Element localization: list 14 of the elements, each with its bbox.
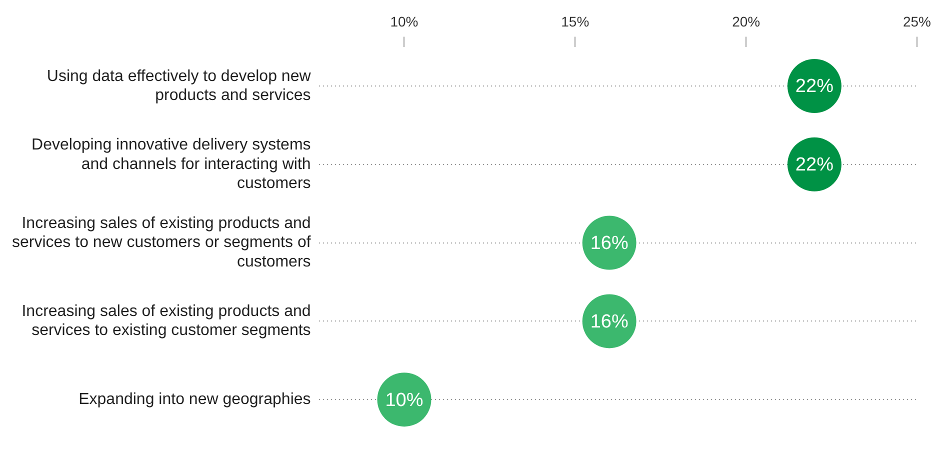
y-tick-label: Expanding into new geographies bbox=[78, 391, 311, 408]
data-label: 22% bbox=[795, 154, 834, 176]
data-label: 10% bbox=[385, 390, 424, 411]
y-tick-label: Developing innovative delivery systems and channels for interacting with customers bbox=[32, 136, 311, 192]
y-tick-label: Using data effectively to develop new products and services bbox=[46, 68, 312, 104]
x-tick-label: 20% bbox=[732, 13, 760, 30]
y-tick-label: Increasing sales of existing products and services to new customers or segments of customers bbox=[12, 215, 312, 270]
data-label: 16% bbox=[590, 233, 628, 254]
data-label: 22% bbox=[795, 76, 834, 98]
y-tick-label: Increasing sales of existing products and services to existing customer segments bbox=[22, 303, 311, 340]
x-tick-label: 15% bbox=[561, 13, 590, 30]
x-tick-label: 10% bbox=[390, 13, 418, 30]
data-label: 16% bbox=[590, 311, 628, 332]
x-tick-label: 25% bbox=[902, 13, 932, 30]
